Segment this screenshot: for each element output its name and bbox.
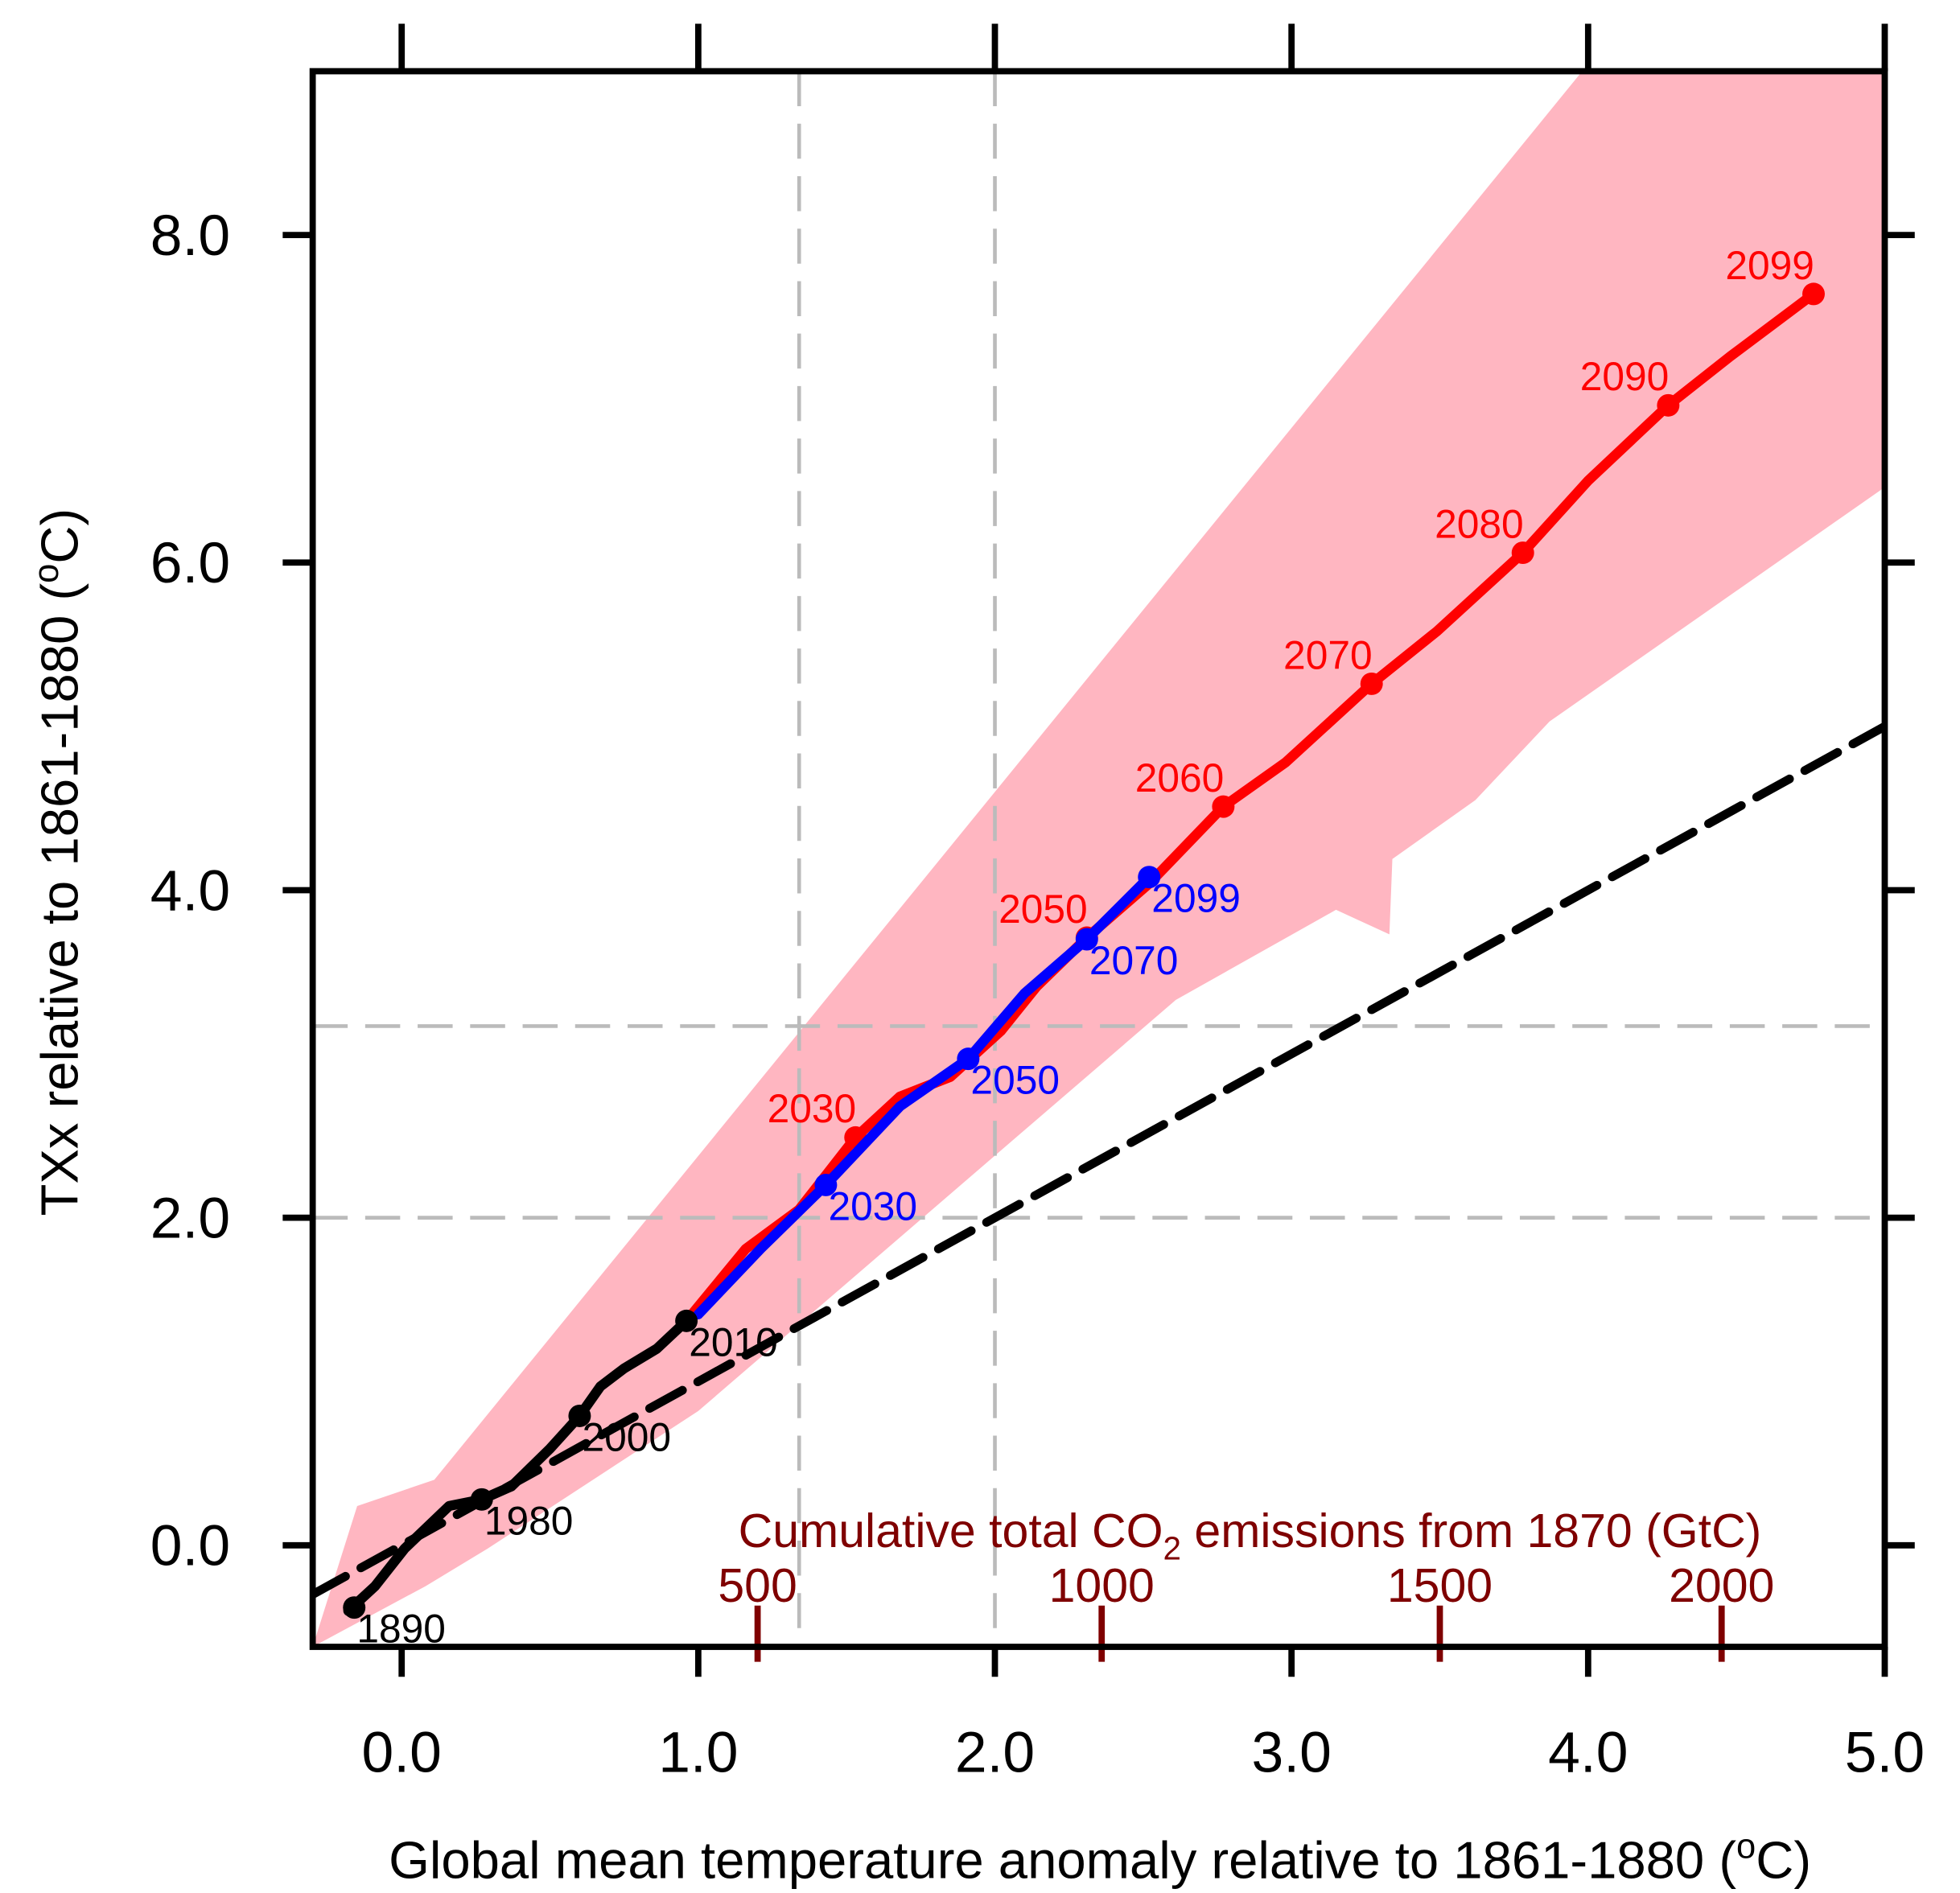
year-label: 2030: [828, 1183, 917, 1228]
year-label: 2000: [583, 1414, 672, 1459]
series-line: [693, 871, 1155, 1319]
reference-layer: [312, 71, 1885, 1648]
y-axis-title: TXx relative to 1861-1880 (oC): [27, 508, 89, 1216]
axes-layer: 0.0 1.0 2.0 3.0 4.0 5.0 0.0 2.0 4.0 6.0 8.0: [150, 23, 1925, 1784]
year-marker: [1511, 541, 1534, 565]
year-label: 2099: [1151, 876, 1241, 921]
plot-frame: [309, 68, 1888, 1650]
y-tick-label: 8.0: [150, 204, 230, 268]
x-tick-label: 4.0: [1548, 1720, 1628, 1784]
year-label: 2080: [1435, 501, 1524, 546]
year-marker: [814, 1173, 838, 1196]
x-tick-label: 2.0: [955, 1720, 1035, 1784]
x-tick-label: 5.0: [1845, 1720, 1925, 1784]
co2-tick-label: 1500: [1387, 1559, 1493, 1612]
year-marker: [675, 1309, 698, 1332]
year-label: 1890: [356, 1607, 446, 1652]
series-layer: [312, 282, 1885, 1619]
co2-axis: Cumulative total CO2 emissions from 1870…: [718, 1504, 1774, 1662]
year-marker: [1360, 672, 1383, 695]
x-title-sup: o: [1736, 1828, 1756, 1866]
year-marker: [1802, 282, 1825, 306]
year-label: 1980: [484, 1498, 574, 1543]
x-axis-title: Global mean temperature anomaly relative…: [389, 1828, 1811, 1890]
co2-title-sub: 2: [1163, 1529, 1181, 1566]
co2-axis-title: Cumulative total CO2 emissions from 1870…: [739, 1504, 1762, 1567]
x-title-part: Global mean temperature anomaly relative…: [389, 1830, 1736, 1889]
y-title-sup: o: [27, 564, 66, 583]
year-marker: [957, 1047, 980, 1071]
year-label: 2090: [1580, 354, 1670, 399]
x-tick-label: 0.0: [362, 1720, 442, 1784]
series-line: [343, 1315, 692, 1616]
year-marker: [568, 1404, 591, 1427]
year-marker: [1075, 928, 1098, 951]
y-tick-label: 4.0: [150, 858, 230, 923]
year-label: 2050: [999, 887, 1088, 932]
uncertainty-band: [312, 71, 1885, 1648]
co2-tick-label: 2000: [1669, 1559, 1774, 1612]
year-label: 2060: [1135, 755, 1225, 800]
year-label: 2010: [689, 1319, 778, 1364]
y-tick-label: 0.0: [150, 1514, 230, 1578]
year-marker: [470, 1488, 493, 1511]
x-tick-label: 3.0: [1252, 1720, 1332, 1784]
co2-title-part: emissions from 1870 (GtC): [1181, 1504, 1761, 1558]
co2-tick-label: 500: [718, 1559, 797, 1612]
y-tick-label: 2.0: [150, 1186, 230, 1250]
x-tick-label: 1.0: [658, 1720, 738, 1784]
year-label: 2099: [1725, 243, 1814, 288]
year-marker: [1212, 795, 1235, 818]
y-title-part: TXx relative to 1861-1880 (: [31, 583, 89, 1216]
year-marker: [1138, 866, 1161, 889]
co2-title-part: Cumulative total CO: [739, 1504, 1163, 1558]
band-layer: [312, 71, 1885, 1648]
y-tick-label: 6.0: [150, 531, 230, 595]
year-label: 2070: [1283, 632, 1373, 677]
y-title-part: C): [31, 508, 89, 564]
series-line: [312, 722, 1885, 1599]
year-label: 2070: [1089, 938, 1179, 983]
year-label: 2050: [970, 1058, 1060, 1103]
x-title-part: C): [1756, 1830, 1811, 1889]
year-marker: [343, 1596, 366, 1619]
co2-tick-label: 1000: [1049, 1559, 1155, 1612]
year-label: 2030: [768, 1086, 857, 1131]
year-marker: [1657, 393, 1680, 417]
